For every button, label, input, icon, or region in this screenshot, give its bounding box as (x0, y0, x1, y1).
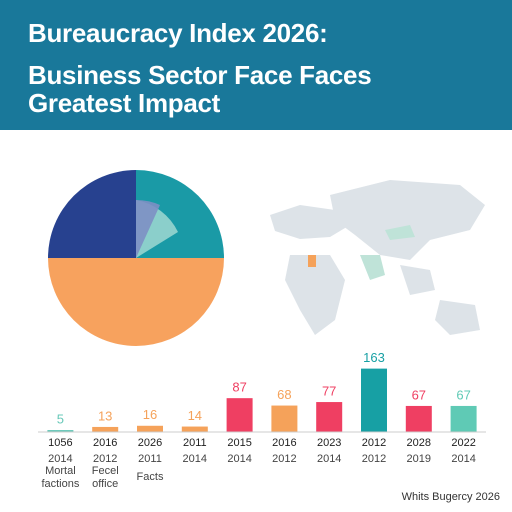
period-label: 2014 (48, 453, 72, 465)
bar (92, 426, 119, 432)
period-label: 2012 (362, 453, 386, 465)
bar (137, 425, 163, 432)
period-label: 2014 (317, 453, 341, 465)
period-label: 2014 (451, 453, 475, 465)
x-tick-label: 2011 (183, 437, 207, 449)
value-label: 16 (143, 407, 157, 422)
subtitle: Greatest Impact (28, 88, 221, 118)
value-label: 13 (98, 408, 112, 423)
period-label: 2014 (183, 453, 207, 465)
x-tick-label: 2016 (272, 437, 296, 449)
title: Bureaucracy Index 2026: (28, 18, 328, 48)
subtitle: Business Sector Face Faces (28, 60, 372, 90)
value-label: 68 (277, 387, 291, 402)
value-label: 67 (412, 387, 426, 402)
value-label: 5 (57, 411, 64, 426)
x-tick-label: 2026 (138, 437, 162, 449)
value-label: 14 (188, 408, 202, 423)
header: Bureaucracy Index 2026: Business Sector … (0, 0, 512, 130)
x-tick-label: 1056 (48, 437, 72, 449)
x-tick-label: 2028 (407, 437, 431, 449)
footer: Whits Bugercy 2026 (402, 491, 500, 503)
value-label: 67 (456, 387, 470, 402)
pie-slice (48, 170, 136, 258)
value-label: 163 (363, 350, 385, 365)
value-label: 87 (232, 380, 246, 395)
bar (181, 426, 208, 432)
bar (47, 430, 74, 432)
period-label: 2012 (93, 453, 117, 465)
x-tick-label: 2015 (227, 437, 251, 449)
pie-slice (48, 258, 224, 346)
value-label: 77 (322, 383, 336, 398)
bar (316, 402, 343, 432)
note-label: Fecel office (92, 465, 119, 490)
note-label: Mortal factions (41, 465, 79, 490)
bar (226, 398, 253, 432)
world-map (270, 180, 485, 335)
period-label: 2014 (227, 453, 251, 465)
bar (271, 405, 298, 432)
period-label: 2012 (272, 453, 296, 465)
bar (361, 368, 387, 432)
bar (450, 405, 477, 432)
x-tick-label: 2016 (93, 437, 117, 449)
x-tick-label: 2012 (362, 437, 386, 449)
bar (405, 405, 432, 432)
pie-highlight (136, 199, 160, 258)
x-tick-label: 2023 (317, 437, 341, 449)
period-label: 2019 (407, 453, 431, 465)
period-label: 2011 (138, 453, 162, 465)
x-tick-label: 2022 (451, 437, 475, 449)
note-label: Facts (137, 471, 164, 483)
